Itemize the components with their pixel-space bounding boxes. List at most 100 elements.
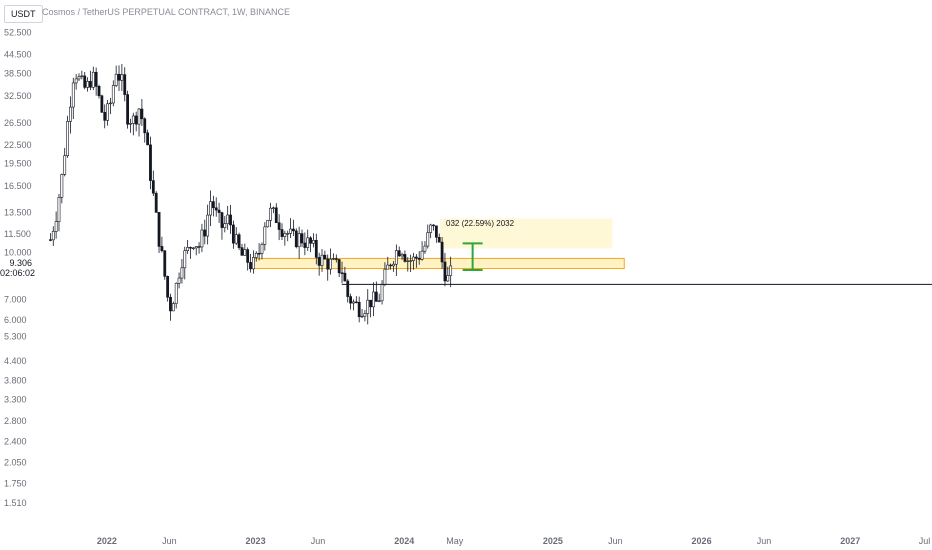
candle-body	[237, 234, 241, 248]
candle-body	[274, 207, 278, 223]
x-tick-label: 2023	[246, 536, 266, 546]
candle-body	[257, 253, 261, 255]
x-tick-label: Jun	[311, 536, 326, 546]
candle-body	[131, 115, 135, 124]
candle-body	[354, 301, 358, 303]
y-tick-label: 32.500	[4, 91, 32, 101]
candle-body	[149, 144, 152, 181]
time-axis: 2022 Jun 2023 Jun 2024 May 2025 Jun 2026 Jun 2027 J…	[97, 536, 930, 546]
candle-body	[289, 228, 292, 234]
candle-body	[157, 212, 161, 247]
x-tick-label: Jul	[919, 536, 931, 546]
candle-body	[180, 267, 184, 279]
y-tick-label: 2.400	[4, 437, 27, 447]
x-tick-label: May	[446, 536, 464, 546]
candle-body	[294, 230, 298, 248]
candle-body	[71, 82, 75, 108]
candle-body	[60, 174, 64, 198]
candle-body	[326, 258, 330, 270]
candle-body	[174, 283, 178, 304]
y-tick-label: 22.500	[4, 140, 32, 150]
candle-body	[360, 315, 364, 318]
candle-body	[226, 214, 230, 224]
candle-body	[246, 249, 250, 263]
y-tick-label: 44.500	[4, 49, 32, 59]
candle-body	[392, 263, 395, 267]
candle-body	[283, 233, 287, 237]
candle-body	[309, 237, 312, 244]
support-zone	[252, 257, 625, 270]
candle-body	[163, 250, 167, 277]
y-tick-label: 2.800	[4, 416, 27, 426]
candle-body	[397, 250, 401, 257]
candle-body	[197, 246, 201, 248]
x-tick-label: 2022	[97, 536, 117, 546]
candle-body	[191, 247, 195, 249]
candle-body	[263, 226, 267, 245]
candle-body	[437, 237, 441, 243]
symbol-title: Cosmos / TetherUS PERPETUAL CONTRACT, 1W…	[42, 7, 291, 17]
candle-body	[89, 81, 92, 88]
candle-body	[103, 111, 107, 121]
candle-body	[166, 276, 170, 298]
candle-body	[223, 223, 227, 228]
candle-body	[423, 245, 427, 252]
candle-body	[340, 272, 344, 274]
candle-body	[123, 74, 127, 95]
candle-body	[372, 291, 375, 308]
candle-body	[177, 277, 181, 284]
candle-body	[426, 232, 430, 247]
candle-body	[134, 115, 138, 125]
candle-body	[320, 254, 324, 266]
candle-body	[323, 254, 327, 260]
candle-body	[189, 247, 192, 249]
candle-body	[49, 239, 52, 241]
x-tick-label: 2027	[840, 536, 860, 546]
y-tick-label: 5.300	[4, 332, 27, 342]
candle-body	[154, 192, 158, 213]
candle-body	[91, 71, 95, 88]
candle-body	[74, 78, 78, 84]
candle-body	[137, 108, 141, 125]
candle-body	[329, 258, 332, 270]
y-tick-label: 19.500	[4, 159, 32, 169]
candle-body	[231, 224, 235, 244]
candle-body	[66, 121, 69, 156]
candle-body	[63, 155, 67, 175]
candle-body	[183, 250, 187, 269]
candle-body	[412, 256, 415, 261]
candle-body	[266, 220, 270, 228]
candle-body	[186, 247, 190, 251]
candle-body	[234, 234, 238, 244]
candle-body	[51, 231, 55, 241]
candle-body	[117, 73, 121, 81]
currency-button[interactable]: USDT	[4, 5, 43, 23]
candle-body	[312, 239, 315, 244]
candle-body	[292, 228, 295, 232]
candle-body	[449, 265, 453, 276]
candle-body	[446, 275, 450, 282]
candle-body	[160, 246, 164, 252]
candle-body	[377, 300, 381, 302]
candle-body	[114, 73, 118, 86]
candle-body	[200, 229, 204, 248]
candle-body	[272, 207, 275, 209]
y-tick-label: 6.000	[4, 315, 27, 325]
candle-body	[429, 224, 433, 233]
candle-body	[406, 260, 410, 262]
candle-body	[69, 106, 72, 122]
candle-body	[363, 313, 367, 317]
candle-body	[86, 81, 89, 88]
candle-body	[229, 214, 232, 226]
bar-countdown: 02:06:02	[0, 268, 36, 278]
candle-body	[54, 221, 58, 232]
candle-body	[209, 201, 212, 216]
last-price-badge: 9.306 02:06:02	[0, 258, 36, 278]
x-tick-label: 2026	[692, 536, 712, 546]
candle-body	[240, 247, 244, 256]
candle-body	[432, 224, 435, 227]
x-tick-label: 2025	[543, 536, 563, 546]
candle-body	[343, 272, 347, 282]
candle-body	[280, 229, 284, 237]
